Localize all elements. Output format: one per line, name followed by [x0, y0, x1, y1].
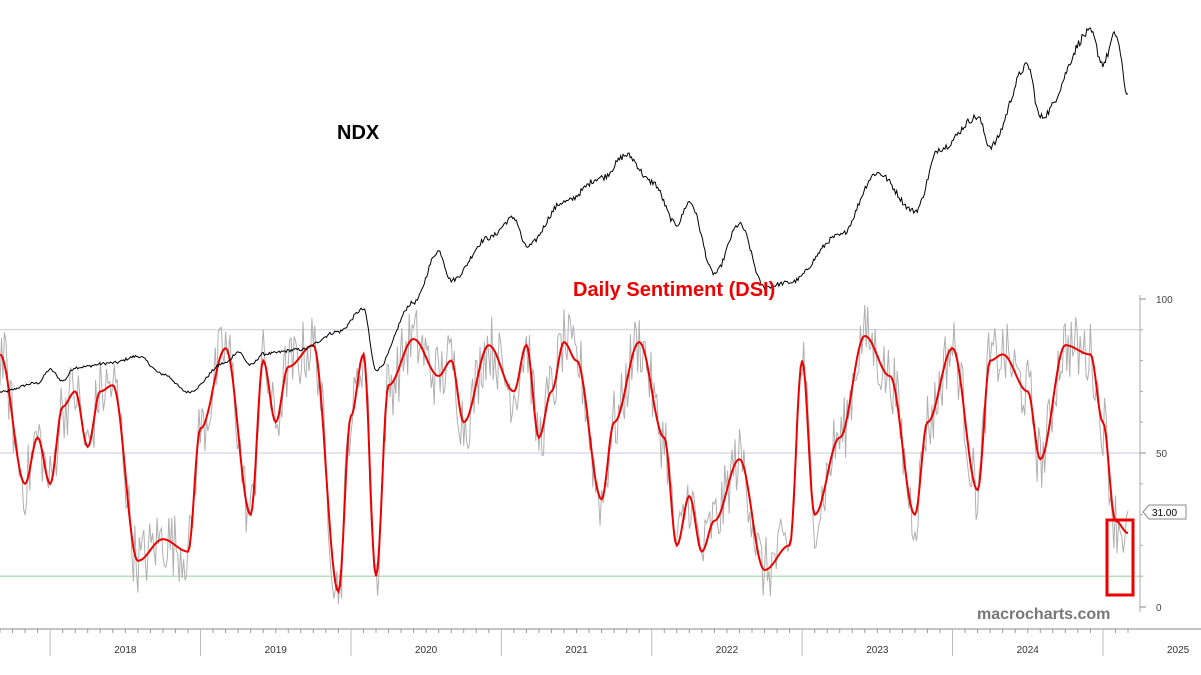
- x-tick-label: 2021: [565, 645, 588, 656]
- x-tick-label: 2020: [415, 645, 438, 656]
- x-tick-label: 2019: [265, 645, 288, 656]
- last-value-badge: 31.00: [1142, 504, 1187, 520]
- ndx-label: NDX: [337, 122, 380, 144]
- credit-label: macrocharts.com: [977, 606, 1110, 623]
- x-tick-label: 2018: [114, 645, 137, 656]
- dsi-raw-series-line: [0, 304, 1129, 604]
- dsi-tick-label: 100: [1156, 295, 1173, 306]
- ndx-series-line: [0, 27, 1129, 394]
- dsi-reference-lines: [0, 329, 1140, 577]
- highlight-box: [1105, 518, 1135, 597]
- x-tick-label: 2024: [1017, 645, 1040, 656]
- dsi-tick-label: 0: [1156, 603, 1162, 614]
- x-tick-label: 2023: [866, 645, 889, 656]
- last-value-text: 31.00: [1152, 508, 1177, 519]
- dsi-line-layer: [0, 334, 1129, 594]
- x-tick-label: 2025: [1167, 645, 1190, 656]
- axis-layer: 2018 2019 2020 2021 2022 2023 2024 2025 0 50 100: [0, 295, 1201, 656]
- last-value-badge-bg: [1142, 504, 1187, 520]
- dsi-label: Daily Sentiment (DSI): [573, 279, 775, 301]
- ndx-line-layer: [0, 27, 1129, 394]
- dsi-series-line: [0, 334, 1129, 594]
- x-tick-label: 2022: [716, 645, 739, 656]
- dsi-tick-label: 50: [1156, 449, 1168, 460]
- dsi-raw-line-layer: [0, 304, 1129, 604]
